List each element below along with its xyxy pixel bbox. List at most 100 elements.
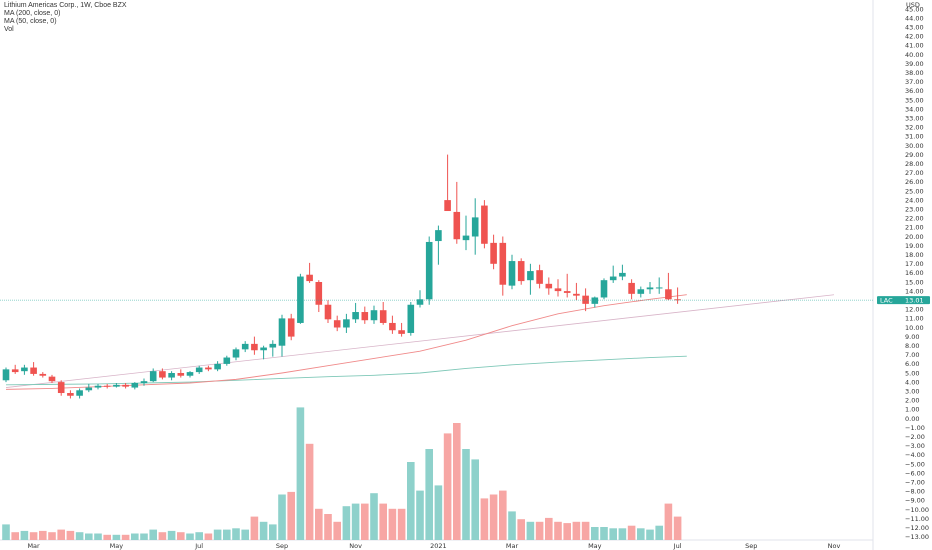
volume-bar [140,533,148,540]
y-tick-label: −12.00 [905,524,929,532]
volume-bar [480,498,489,540]
y-tick-label: 11.00 [905,315,924,323]
y-tick-label: 39.00 [905,60,924,68]
candle-body [168,373,175,378]
y-tick-label: 24.00 [905,196,924,204]
candle-body [370,310,378,321]
y-tick-label: 44.00 [905,14,924,22]
y-tick-label: 3.00 [905,388,919,396]
volume-bar [121,534,130,540]
volume-bar [259,521,268,540]
candle-body [297,276,304,323]
candle-body [545,283,553,289]
volume-bar [48,532,56,540]
candle-body [481,205,488,244]
candle-body [619,272,626,277]
volume-bar [333,521,341,540]
candle-body [361,312,369,321]
legend-ma200: MA (200, close, 0) [4,10,61,17]
volume-bar [167,530,176,540]
volume-bar [186,533,194,540]
candle-body [637,289,645,294]
candle-body [131,383,139,388]
volume-bar [213,529,222,540]
candle-body [471,217,479,237]
x-tick-label: Sep [276,542,288,550]
last-price-symbol: LAC [880,297,893,305]
y-tick-label: 0.00 [905,415,919,423]
y-tick-label: 12.00 [905,306,924,314]
volume-bar [305,443,314,540]
x-tick-label: May [588,542,602,550]
candle-body [655,287,663,289]
y-tick-label: 2.00 [905,397,919,405]
candle-body [30,367,37,374]
volume-bar [554,521,562,540]
y-tick-label: −10.00 [905,506,929,514]
volume-bar [75,532,84,540]
volume-bar [158,532,167,540]
x-tick-label: Nov [349,542,362,550]
volume-bar [342,506,351,540]
y-tick-label: 23.00 [905,206,924,214]
currency-label: USD [906,1,920,9]
y-tick-label: 35.00 [905,96,924,104]
candle-body [140,381,148,384]
volume-bar [370,493,378,540]
volume-bar [2,524,10,540]
candle-body [177,373,185,376]
candle-body [379,310,387,323]
volume-bar [609,528,617,540]
volume-bar [646,529,654,540]
volume-bar [324,514,332,540]
candle-body [462,235,470,241]
time-axis[interactable]: Mar May Jul Sep Nov 2021 Mar May Jul Sep Nov [27,542,840,550]
volume-bar [655,525,663,540]
candles [2,154,681,399]
candle-body [186,372,194,376]
candle-body [527,271,534,281]
volume-bar [618,528,627,540]
candle-body [48,376,56,382]
volume-bar [177,532,185,540]
volume-bars [2,407,682,540]
y-tick-label: 34.00 [905,105,924,113]
candle-body [591,297,599,304]
candle-body [324,304,332,320]
y-tick-label: −7.00 [905,479,925,487]
volume-bar [627,525,636,540]
y-tick-label: 28.00 [905,160,924,168]
volume-bar [508,511,516,540]
candle-body [499,242,507,285]
candle-body [609,276,617,281]
y-tick-label: 22.00 [905,215,924,223]
volume-bar [241,529,249,540]
volume-bar [195,532,203,540]
candle-body [287,318,295,337]
candle-body [149,371,157,382]
y-tick-label: 43.00 [905,24,924,32]
candle-body [306,274,313,282]
volume-bar [637,528,645,540]
y-tick-label: 17.00 [905,260,924,268]
candle-body [2,369,10,381]
candle-body [389,322,396,331]
y-tick-label: 10.00 [905,324,924,332]
y-tick-label: 21.00 [905,224,924,232]
candle-body [205,367,212,370]
volume-bar [223,529,231,540]
volume-bar [453,423,461,540]
y-tick-label: 20.00 [905,233,924,241]
last-price-value: 13.01 [905,297,924,305]
y-tick-label: −13.00 [905,533,929,541]
volume-bar [673,516,682,540]
volume-bar [397,508,406,540]
volume-bar [103,534,111,540]
volume-bar [664,503,673,540]
candle-body [269,343,277,348]
candle-body [85,387,93,391]
legend-volume: Vol [4,26,14,33]
volume-bar [535,521,544,540]
